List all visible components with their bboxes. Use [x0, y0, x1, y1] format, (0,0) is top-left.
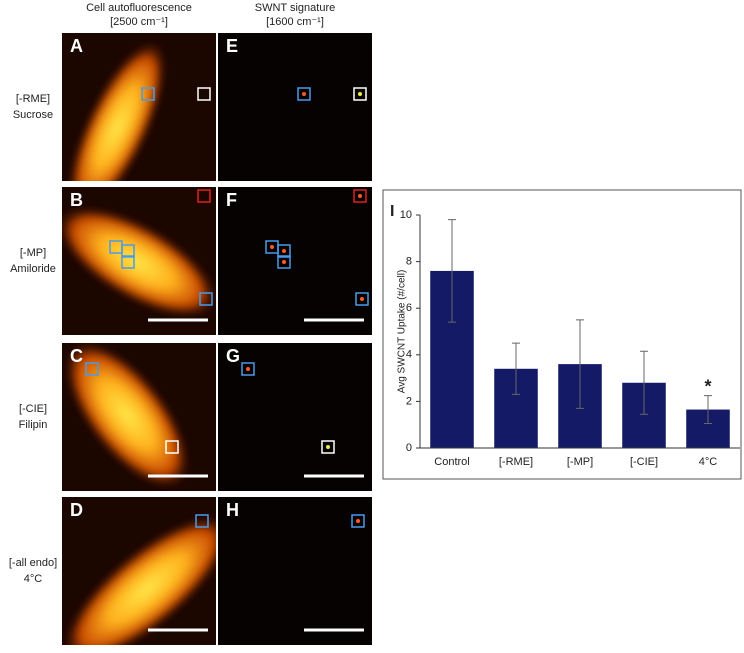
row-label: Sucrose [13, 109, 53, 121]
error-bar [448, 219, 456, 323]
chart-frame [382, 189, 742, 480]
panel-content [62, 187, 216, 335]
cell [65, 343, 189, 489]
panel-letter: C [70, 346, 83, 366]
panel-letter: E [226, 36, 238, 56]
panel-content [62, 343, 216, 491]
roi-box [121, 255, 135, 269]
y-tick-label: 2 [406, 395, 412, 407]
roi-box [197, 189, 211, 203]
roi-box [195, 514, 209, 528]
panel-content [218, 343, 372, 491]
x-tick-label: 4°C [699, 456, 718, 468]
y-axis-label: Avg SWCNT Uptake (#/cell) [397, 270, 408, 394]
image-panel: G [218, 343, 372, 491]
column-header: [2500 cm⁻¹] [110, 16, 168, 28]
row-label: [-all endo] [9, 557, 57, 569]
column-header: SWNT signature [255, 2, 336, 14]
x-tick-label: [-CIE] [630, 456, 658, 468]
y-tick-label: 10 [400, 209, 412, 221]
signal-dot [282, 249, 286, 253]
roi-box [277, 244, 291, 258]
image-panel: E [218, 33, 372, 181]
image-panel: F [218, 187, 372, 335]
panel-background [218, 497, 372, 645]
panel-letter: D [70, 500, 83, 520]
row-label: 4°C [24, 573, 43, 585]
signal-dot [246, 367, 250, 371]
roi-box [277, 255, 291, 269]
roi-box [165, 440, 179, 454]
y-tick-label: 4 [406, 349, 412, 361]
roi-box [199, 292, 213, 306]
cell [62, 207, 216, 317]
panel-letter: F [226, 190, 237, 210]
signal-dot [270, 245, 274, 249]
significance-annotation: * [704, 376, 711, 396]
roi-box [355, 292, 369, 306]
roi-box [121, 244, 135, 258]
error-bar [640, 350, 648, 415]
panel-background [218, 343, 372, 491]
roi-box [351, 514, 365, 528]
roi-box [241, 362, 255, 376]
panel-content [218, 187, 372, 335]
row-label: Amiloride [10, 263, 56, 275]
signal-dot [360, 297, 364, 301]
x-tick-label: [-RME] [499, 456, 533, 468]
signal-dot [358, 92, 362, 96]
y-tick-label: 0 [406, 442, 412, 454]
row-label: [-MP] [20, 247, 46, 259]
image-panel: A [62, 33, 216, 181]
signal-dot [302, 92, 306, 96]
x-tick-label: Control [434, 456, 469, 468]
y-tick-label: 6 [406, 302, 412, 314]
panel-letter: A [70, 36, 83, 56]
panel-letter: I [390, 203, 394, 220]
signal-dot [356, 519, 360, 523]
panel-background [218, 33, 372, 181]
image-panel: D [62, 497, 216, 645]
signal-dot [282, 260, 286, 264]
roi-box [321, 440, 335, 454]
column-header: [1600 cm⁻¹] [266, 16, 324, 28]
image-panel: C [62, 343, 216, 491]
error-bar [576, 319, 584, 409]
error-bar [512, 342, 520, 395]
roi-box [141, 87, 155, 101]
roi-box [353, 87, 367, 101]
image-panel: B [62, 187, 216, 335]
row-label: [-CIE] [19, 403, 47, 415]
panel-content [218, 33, 372, 181]
panel-content [218, 497, 372, 645]
signal-dot [358, 194, 362, 198]
row-label: [-RME] [16, 93, 50, 105]
column-header: Cell autofluorescence [86, 2, 192, 14]
cell [63, 516, 216, 645]
signal-dot [326, 445, 330, 449]
panel-content [62, 33, 216, 181]
image-panel: H [218, 497, 372, 645]
y-tick-label: 8 [406, 256, 412, 268]
roi-box [297, 87, 311, 101]
roi-box [353, 189, 367, 203]
panel-letter: G [226, 346, 240, 366]
panel-background [218, 187, 372, 335]
cell [68, 40, 166, 181]
error-bar [704, 395, 712, 425]
panel-letter: H [226, 500, 239, 520]
roi-box [85, 362, 99, 376]
x-tick-label: [-MP] [567, 456, 593, 468]
roi-box [197, 87, 211, 101]
panel-content [62, 497, 216, 645]
row-label: Filipin [19, 419, 48, 431]
panel-letter: B [70, 190, 83, 210]
